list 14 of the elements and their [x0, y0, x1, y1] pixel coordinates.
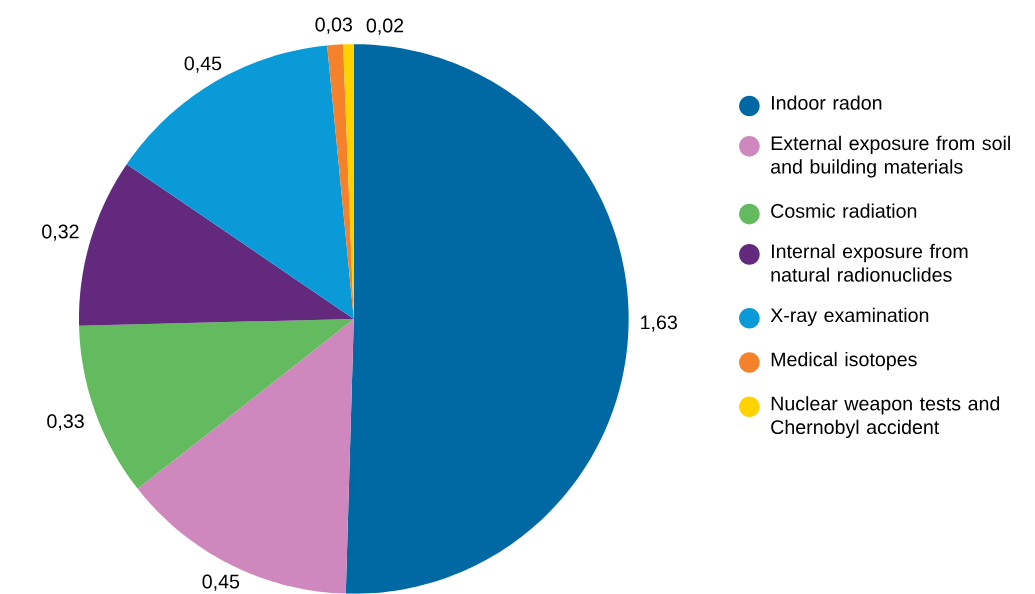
legend-label: Nuclear weapon tests and Chernobyl accident: [771, 396, 1000, 439]
data-label: 0,33: [47, 414, 84, 431]
legend-label: Cosmic radiation: [771, 203, 917, 218]
legend-label: X-ray examination: [770, 307, 929, 327]
legend-label: Indoor radon: [772, 95, 882, 110]
data-label: 0,45: [184, 56, 222, 73]
legend-label: Medical isotopes: [771, 352, 917, 371]
data-label: 0,03: [315, 17, 353, 34]
legend-label: External exposure from soil and building materials: [771, 135, 1010, 178]
data-label: 1,63: [641, 315, 677, 332]
data-label: 0,45: [202, 574, 240, 591]
data-label: 0,32: [42, 224, 79, 241]
legend-label: Internal exposure from natural radionuclides: [771, 243, 968, 282]
data-label: 0,02: [366, 18, 404, 35]
